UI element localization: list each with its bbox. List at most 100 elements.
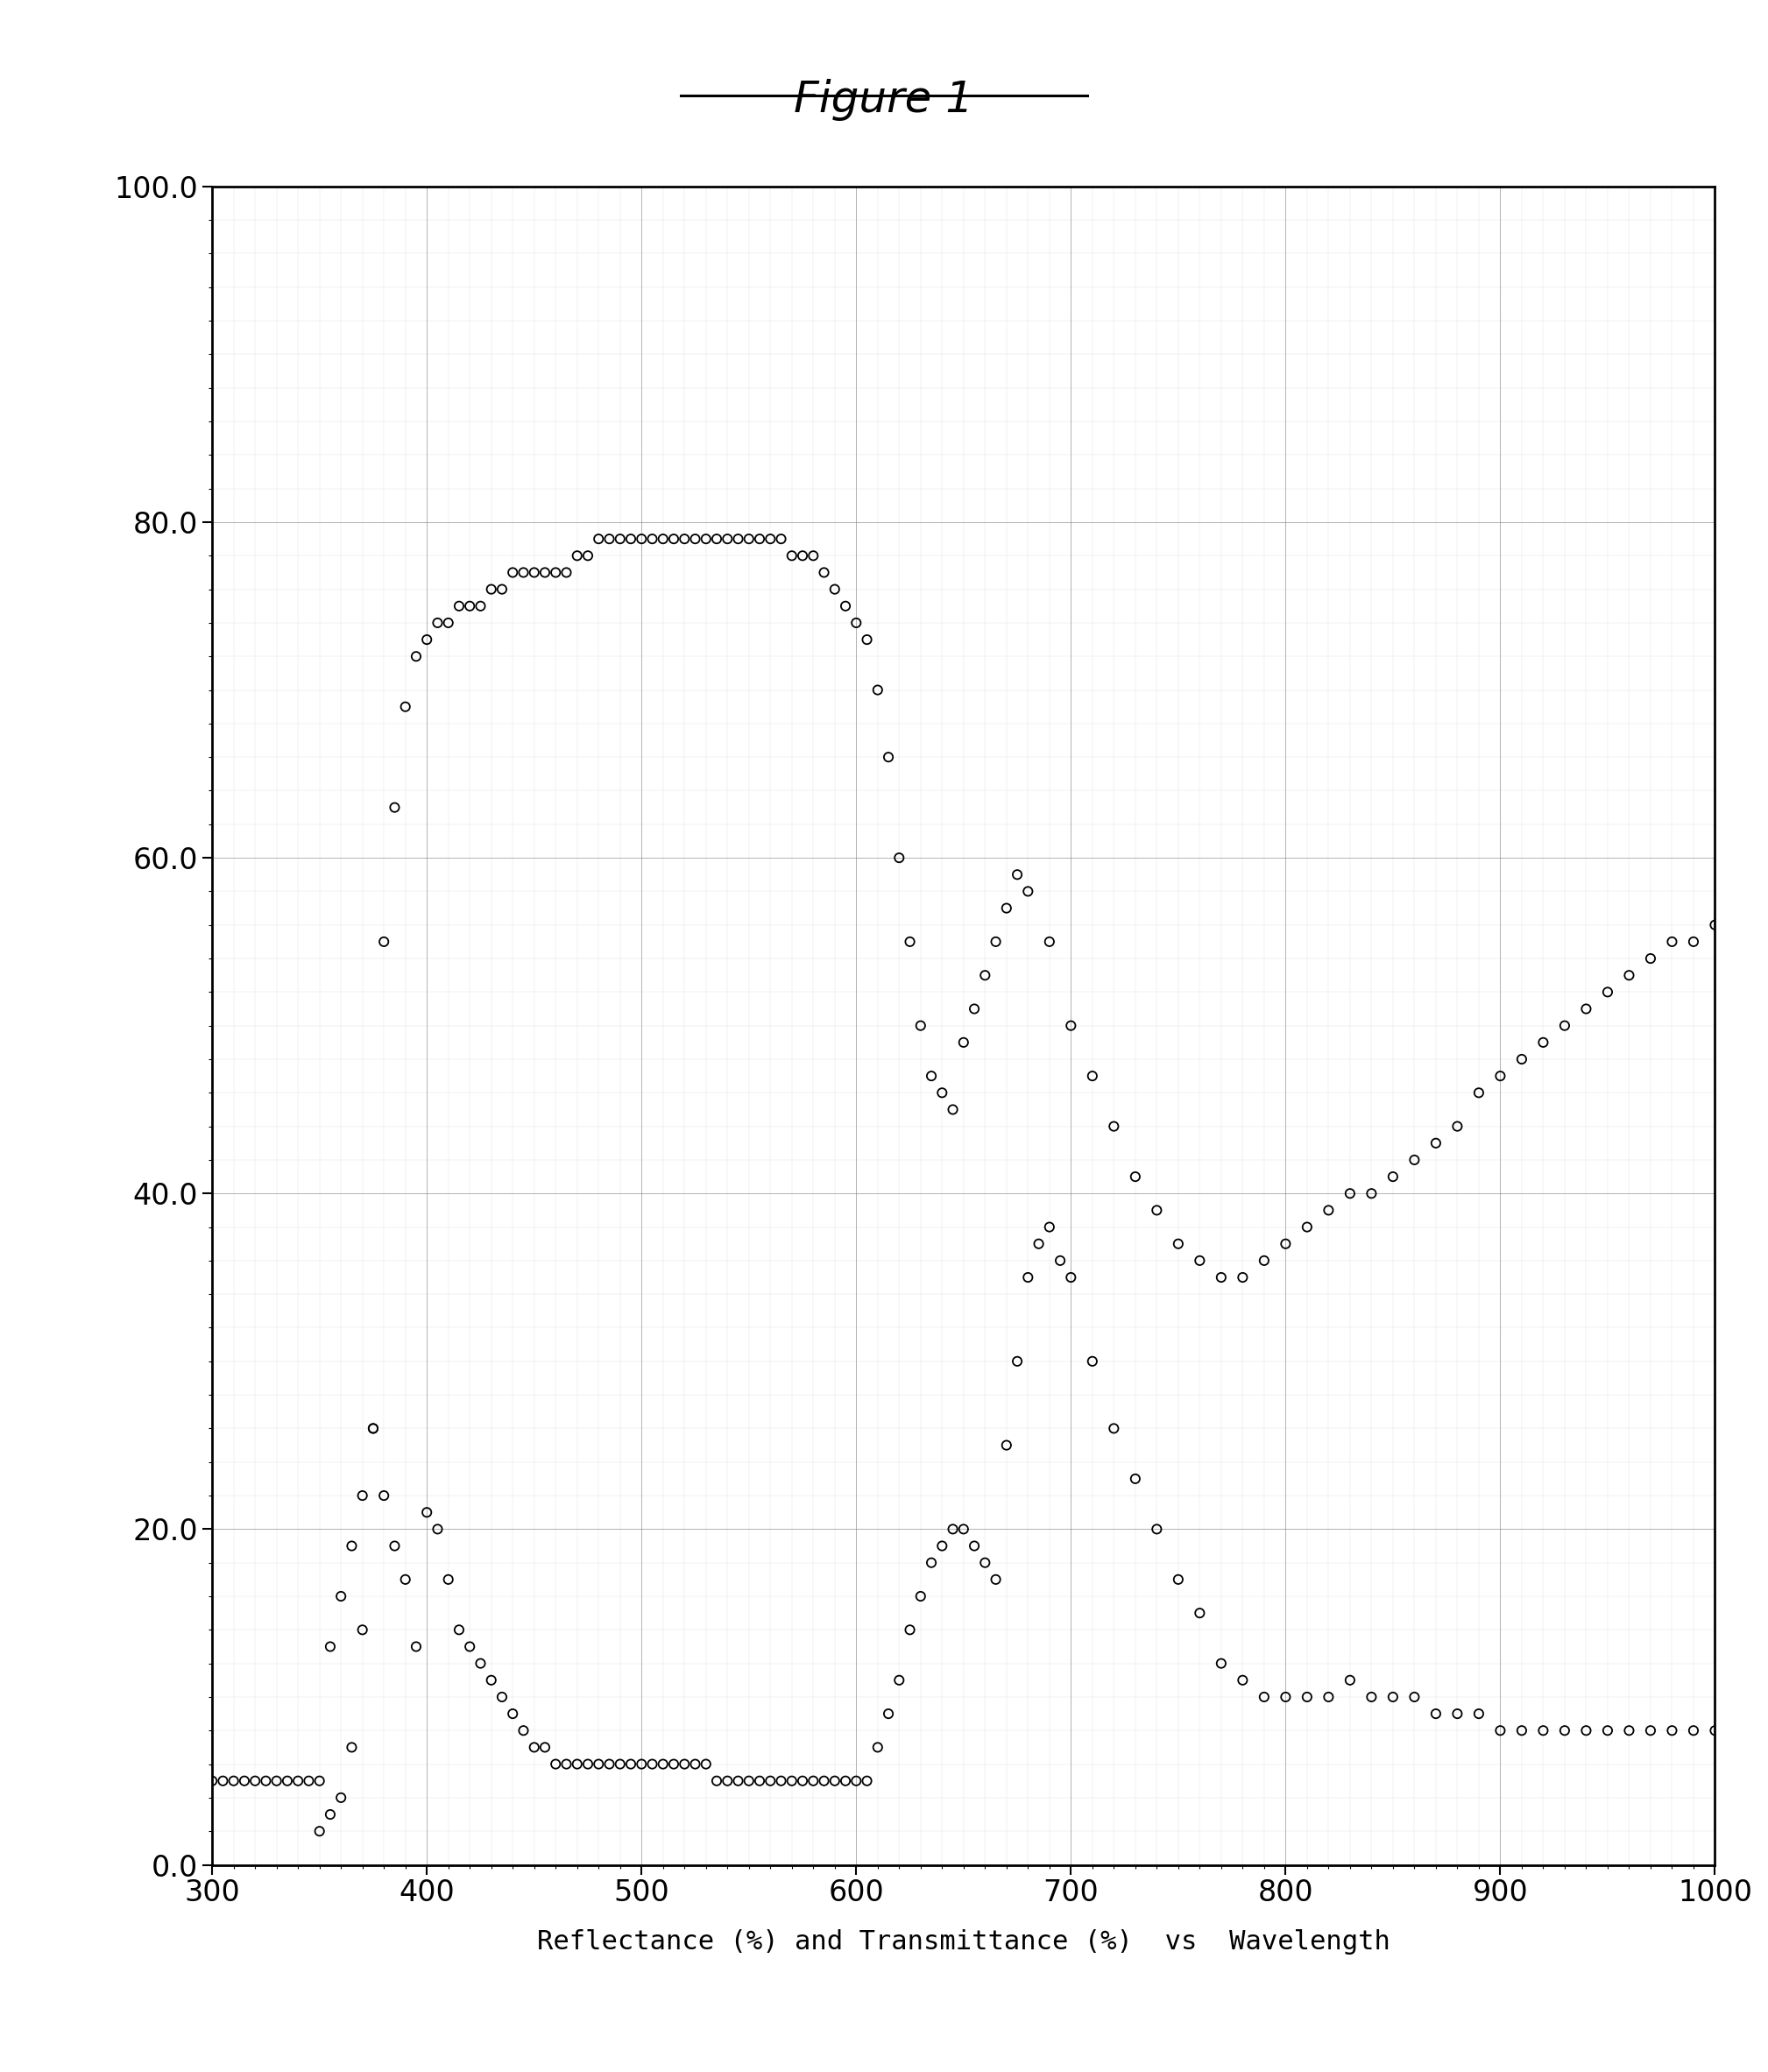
Point xyxy=(423,1513,451,1546)
Point xyxy=(327,1579,355,1612)
Point xyxy=(1250,1243,1278,1276)
Point xyxy=(799,539,827,572)
Point xyxy=(1002,858,1031,891)
Point xyxy=(446,588,474,622)
Point xyxy=(1379,1160,1407,1193)
Point xyxy=(725,522,753,555)
Point xyxy=(1358,1680,1386,1714)
Point xyxy=(1464,1075,1492,1109)
Point xyxy=(1508,1714,1536,1747)
Point xyxy=(1551,1714,1579,1747)
Point xyxy=(1314,1680,1342,1714)
Point xyxy=(1614,1714,1642,1747)
Point xyxy=(746,1765,774,1798)
Point xyxy=(1593,976,1621,1009)
Point xyxy=(628,522,656,555)
Point xyxy=(1078,1059,1107,1092)
Point xyxy=(757,522,785,555)
Point xyxy=(1443,1697,1471,1730)
Point xyxy=(1680,1714,1708,1747)
Point xyxy=(928,1075,956,1109)
Point xyxy=(562,1747,591,1780)
Point xyxy=(725,1765,753,1798)
Point xyxy=(251,1765,279,1798)
Point xyxy=(767,1765,796,1798)
Point xyxy=(562,539,591,572)
Point xyxy=(949,1513,978,1546)
Point xyxy=(1121,1160,1149,1193)
Point xyxy=(520,555,548,588)
Point xyxy=(1229,1260,1257,1293)
Point xyxy=(1508,1042,1536,1075)
Point xyxy=(520,1730,548,1763)
Point xyxy=(1142,1513,1170,1546)
Point xyxy=(488,1680,516,1714)
Point xyxy=(198,1765,226,1798)
Point xyxy=(552,555,580,588)
Point xyxy=(1208,1647,1236,1680)
Point xyxy=(1421,1127,1450,1160)
Point xyxy=(939,1513,967,1546)
Point xyxy=(960,992,988,1026)
Point xyxy=(573,1747,601,1780)
Point xyxy=(348,1479,377,1513)
Point xyxy=(617,1747,645,1780)
Point xyxy=(863,1730,891,1763)
X-axis label: Reflectance (%) and Transmittance (%)  vs  Wavelength: Reflectance (%) and Transmittance (%) vs… xyxy=(537,1929,1390,1956)
Point xyxy=(391,1562,419,1595)
Point xyxy=(1078,1345,1107,1378)
Point xyxy=(628,1747,656,1780)
Point xyxy=(456,588,484,622)
Point xyxy=(735,1765,764,1798)
Point xyxy=(1443,1111,1471,1144)
Point xyxy=(1100,1411,1128,1444)
Point xyxy=(852,1765,880,1798)
Point xyxy=(638,1747,667,1780)
Point xyxy=(585,522,613,555)
Point xyxy=(456,1631,484,1664)
Point xyxy=(380,792,408,825)
Point xyxy=(1358,1177,1386,1210)
Point xyxy=(799,1765,827,1798)
Point xyxy=(691,522,720,555)
Point xyxy=(1529,1026,1558,1059)
Point xyxy=(573,539,601,572)
Point xyxy=(1208,1260,1236,1293)
Point xyxy=(992,1430,1020,1463)
Point xyxy=(918,1546,946,1579)
Point xyxy=(306,1815,334,1848)
Point xyxy=(928,1529,956,1562)
Point xyxy=(886,1664,914,1697)
Point xyxy=(1701,908,1729,941)
Point xyxy=(1024,1227,1052,1260)
Point xyxy=(338,1730,366,1763)
Point xyxy=(873,1697,902,1730)
Point xyxy=(659,1747,688,1780)
Point xyxy=(477,572,506,605)
Point xyxy=(230,1765,258,1798)
Point xyxy=(949,1026,978,1059)
Point xyxy=(789,539,817,572)
Point xyxy=(316,1798,345,1832)
Point xyxy=(820,572,849,605)
Point xyxy=(306,1765,334,1798)
Point xyxy=(541,1747,569,1780)
Point xyxy=(702,522,730,555)
Point xyxy=(852,624,880,657)
Point xyxy=(981,924,1010,957)
Point xyxy=(873,740,902,773)
Point xyxy=(272,1765,301,1798)
Point xyxy=(886,841,914,874)
Point xyxy=(1680,924,1708,957)
Point xyxy=(209,1765,237,1798)
Point xyxy=(348,1614,377,1647)
Point xyxy=(412,624,440,657)
Point xyxy=(1057,1260,1086,1293)
Point xyxy=(1292,1680,1321,1714)
Point xyxy=(1337,1664,1365,1697)
Point xyxy=(810,1765,838,1798)
Point xyxy=(530,1730,559,1763)
Point xyxy=(691,1747,720,1780)
Point xyxy=(1002,1345,1031,1378)
Point xyxy=(1379,1680,1407,1714)
